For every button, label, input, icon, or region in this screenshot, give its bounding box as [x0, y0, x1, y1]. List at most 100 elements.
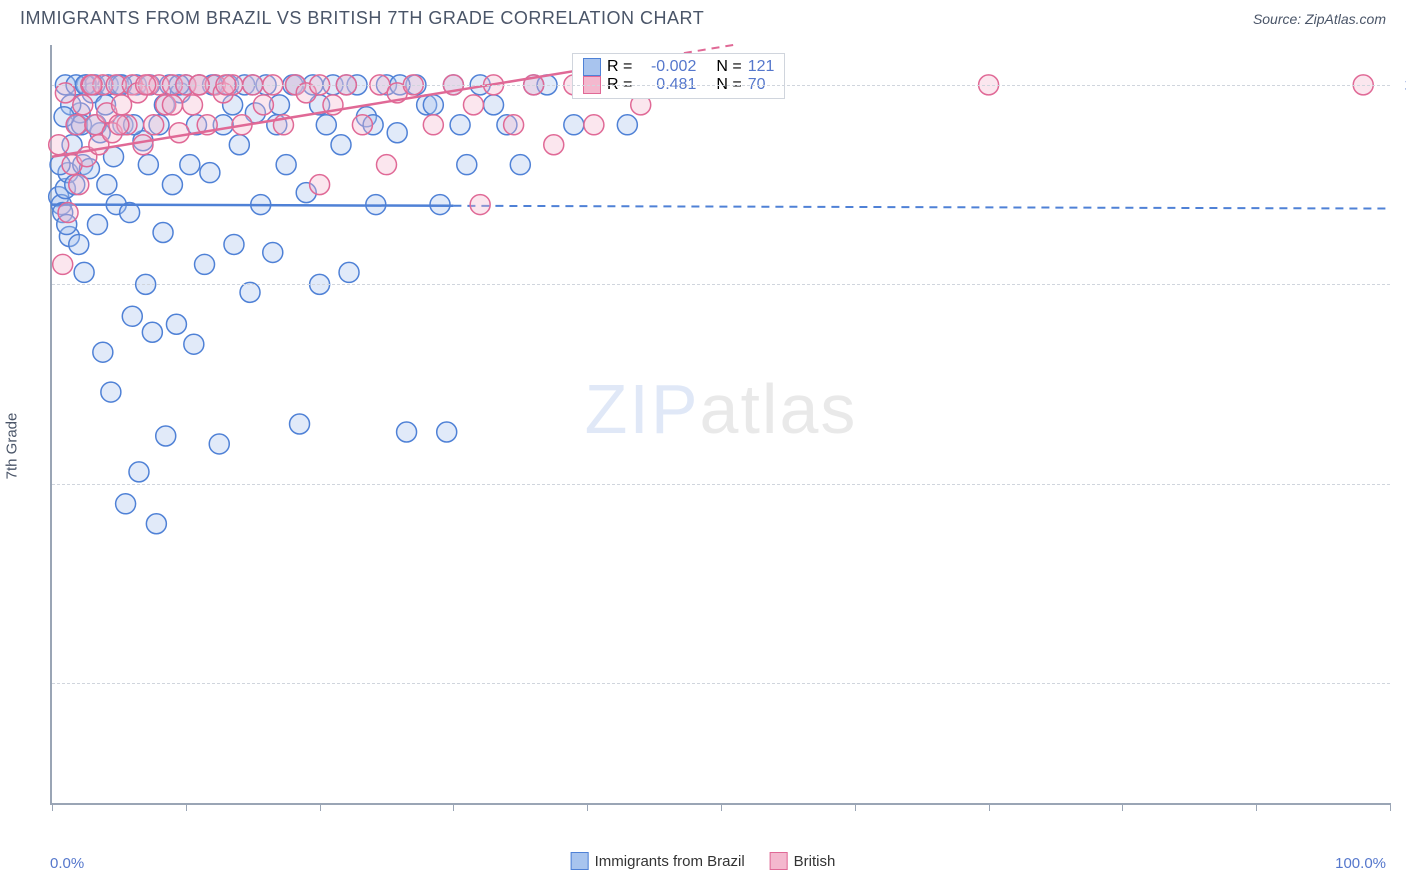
- x-tick: [721, 803, 722, 811]
- scatter-point: [195, 254, 215, 274]
- scatter-point: [66, 115, 86, 135]
- scatter-point: [93, 342, 113, 362]
- gridline-h: [52, 284, 1390, 285]
- legend-swatch-bottom-0: [571, 852, 589, 870]
- x-tick: [1256, 803, 1257, 811]
- x-axis-max-label: 100.0%: [1335, 855, 1386, 872]
- scatter-point: [74, 262, 94, 282]
- scatter-point: [229, 135, 249, 155]
- scatter-point: [377, 155, 397, 175]
- scatter-point: [87, 215, 107, 235]
- scatter-point: [544, 135, 564, 155]
- scatter-point: [564, 115, 584, 135]
- r-value-0: -0.002: [638, 58, 696, 76]
- x-tick: [320, 803, 321, 811]
- scatter-point: [423, 95, 443, 115]
- r-label-0: R =: [607, 58, 632, 76]
- n-value-0: 121: [748, 58, 775, 76]
- scatter-point: [69, 234, 89, 254]
- y-tick-label: 85.0%: [1395, 675, 1406, 692]
- scatter-point: [457, 155, 477, 175]
- scatter-point: [109, 115, 129, 135]
- scatter-point: [69, 175, 89, 195]
- scatter-point: [423, 115, 443, 135]
- gridline-h: [52, 683, 1390, 684]
- x-tick: [52, 803, 53, 811]
- scatter-point: [617, 115, 637, 135]
- x-tick: [1122, 803, 1123, 811]
- trend-line-dashed: [453, 206, 1390, 209]
- x-tick: [989, 803, 990, 811]
- source-label: Source:: [1253, 11, 1305, 27]
- scatter-point: [49, 135, 69, 155]
- scatter-point: [129, 462, 149, 482]
- scatter-point: [53, 254, 73, 274]
- scatter-point: [146, 514, 166, 534]
- legend-label-0: Immigrants from Brazil: [595, 853, 745, 870]
- scatter-point: [156, 426, 176, 446]
- legend-label-1: British: [794, 853, 836, 870]
- scatter-point: [397, 422, 417, 442]
- scatter-point: [97, 175, 117, 195]
- chart-plot-area: ZIPatlas R = -0.002 N = 121 R = 0.481 N …: [50, 45, 1390, 805]
- source-value: ZipAtlas.com: [1305, 11, 1386, 27]
- scatter-point: [316, 115, 336, 135]
- x-tick: [855, 803, 856, 811]
- y-tick-label: 100.0%: [1395, 76, 1406, 93]
- scatter-point: [463, 95, 483, 115]
- scatter-point: [162, 95, 182, 115]
- scatter-point: [182, 95, 202, 115]
- legend-swatch-bottom-1: [770, 852, 788, 870]
- scatter-point: [470, 195, 490, 215]
- correlation-legend: R = -0.002 N = 121 R = 0.481 N = 70: [572, 53, 785, 99]
- trend-line-solid: [52, 205, 453, 206]
- scatter-point: [144, 115, 164, 135]
- n-label-0: N =: [716, 58, 741, 76]
- x-tick: [453, 803, 454, 811]
- legend-row-series-0: R = -0.002 N = 121: [583, 58, 774, 76]
- scatter-point: [450, 115, 470, 135]
- scatter-point: [224, 234, 244, 254]
- scatter-point: [209, 434, 229, 454]
- scatter-point: [116, 494, 136, 514]
- series-legend: Immigrants from Brazil British: [571, 852, 836, 870]
- scatter-point: [101, 382, 121, 402]
- scatter-point: [122, 306, 142, 326]
- scatter-point: [484, 95, 504, 115]
- scatter-point: [437, 422, 457, 442]
- scatter-point: [166, 314, 186, 334]
- x-axis-min-label: 0.0%: [50, 855, 84, 872]
- scatter-point: [169, 123, 189, 143]
- scatter-svg: [52, 45, 1390, 803]
- scatter-point: [510, 155, 530, 175]
- scatter-point: [200, 163, 220, 183]
- scatter-point: [263, 242, 283, 262]
- source-attribution: Source: ZipAtlas.com: [1253, 11, 1386, 27]
- scatter-point: [180, 155, 200, 175]
- chart-title: IMMIGRANTS FROM BRAZIL VS BRITISH 7TH GR…: [20, 8, 704, 29]
- y-tick-label: 95.0%: [1395, 276, 1406, 293]
- scatter-point: [162, 175, 182, 195]
- scatter-point: [331, 135, 351, 155]
- gridline-h: [52, 484, 1390, 485]
- x-tick: [587, 803, 588, 811]
- y-tick-label: 90.0%: [1395, 475, 1406, 492]
- scatter-point: [133, 135, 153, 155]
- scatter-point: [387, 123, 407, 143]
- scatter-point: [310, 175, 330, 195]
- scatter-point: [339, 262, 359, 282]
- x-tick: [1390, 803, 1391, 811]
- x-tick: [186, 803, 187, 811]
- scatter-point: [73, 95, 93, 115]
- legend-item-1: British: [770, 852, 836, 870]
- scatter-point: [184, 334, 204, 354]
- scatter-point: [352, 115, 372, 135]
- scatter-point: [138, 155, 158, 175]
- y-axis-title: 7th Grade: [4, 413, 21, 480]
- scatter-point: [584, 115, 604, 135]
- scatter-point: [142, 322, 162, 342]
- scatter-point: [504, 115, 524, 135]
- scatter-point: [276, 155, 296, 175]
- legend-item-0: Immigrants from Brazil: [571, 852, 745, 870]
- legend-swatch-0: [583, 58, 601, 76]
